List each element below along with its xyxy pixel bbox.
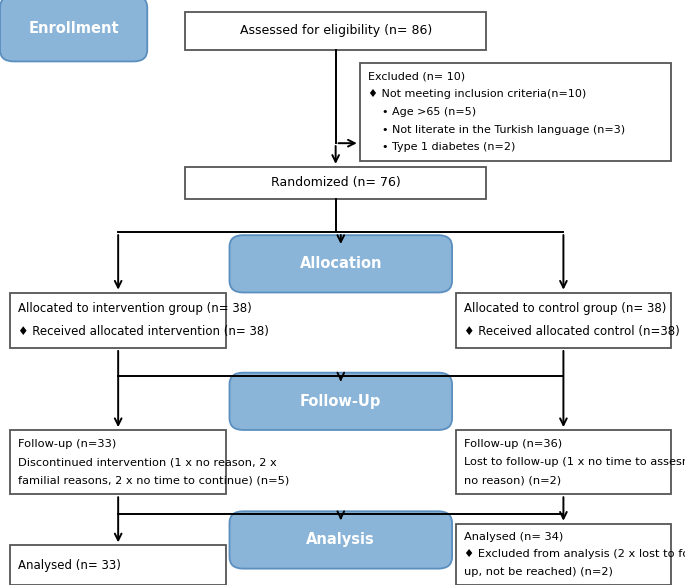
FancyBboxPatch shape [185,12,486,50]
FancyBboxPatch shape [10,292,226,348]
Text: Follow-Up: Follow-Up [300,394,382,409]
FancyBboxPatch shape [456,292,671,348]
Text: Excluded (n= 10): Excluded (n= 10) [368,71,465,81]
FancyBboxPatch shape [456,430,671,494]
Text: ♦ Excluded from analysis (2 x lost to follow-: ♦ Excluded from analysis (2 x lost to fo… [464,549,685,559]
Text: Analysed (n= 33): Analysed (n= 33) [18,559,121,572]
FancyBboxPatch shape [229,235,452,292]
Text: no reason) (n=2): no reason) (n=2) [464,476,561,486]
Text: Randomized (n= 76): Randomized (n= 76) [271,176,401,190]
Text: Analysed (n= 34): Analysed (n= 34) [464,532,563,542]
Text: Allocated to control group (n= 38): Allocated to control group (n= 38) [464,302,666,315]
Text: Allocation: Allocation [299,256,382,271]
Text: • Not literate in the Turkish language (n=3): • Not literate in the Turkish language (… [368,125,625,135]
Text: ♦ Received allocated control (n=38): ♦ Received allocated control (n=38) [464,325,680,338]
FancyBboxPatch shape [456,524,671,585]
Text: • Age >65 (n=5): • Age >65 (n=5) [368,106,476,117]
Text: • Type 1 diabetes (n=2): • Type 1 diabetes (n=2) [368,142,515,152]
FancyBboxPatch shape [10,545,226,585]
Text: Follow-up (n=33): Follow-up (n=33) [18,439,116,449]
FancyBboxPatch shape [229,511,452,569]
Text: Assessed for eligibility (n= 86): Assessed for eligibility (n= 86) [240,24,432,37]
FancyBboxPatch shape [10,430,226,494]
FancyBboxPatch shape [360,63,671,161]
Text: familial reasons, 2 x no time to continue) (n=5): familial reasons, 2 x no time to continu… [18,476,290,486]
Text: Lost to follow-up (1 x no time to assesment,1 x: Lost to follow-up (1 x no time to assesm… [464,457,685,467]
Text: Enrollment: Enrollment [28,21,119,36]
Text: up, not be reached) (n=2): up, not be reached) (n=2) [464,567,612,577]
Text: ♦ Received allocated intervention (n= 38): ♦ Received allocated intervention (n= 38… [18,325,269,338]
Text: Follow-up (n=36): Follow-up (n=36) [464,439,562,449]
FancyBboxPatch shape [0,0,147,61]
FancyBboxPatch shape [185,167,486,199]
Text: Analysis: Analysis [306,532,375,548]
Text: Allocated to intervention group (n= 38): Allocated to intervention group (n= 38) [18,302,252,315]
Text: ♦ Not meeting inclusion criteria(n=10): ♦ Not meeting inclusion criteria(n=10) [368,89,586,99]
FancyBboxPatch shape [229,373,452,430]
Text: Discontinued intervention (1 x no reason, 2 x: Discontinued intervention (1 x no reason… [18,457,277,467]
